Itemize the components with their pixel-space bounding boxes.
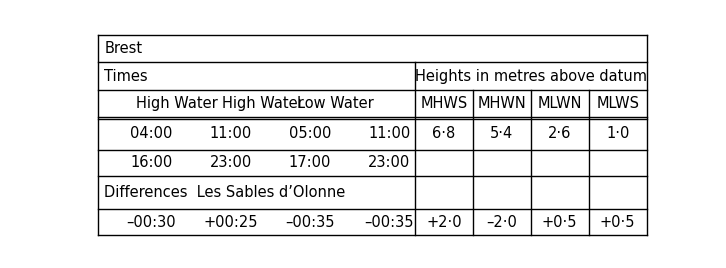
Text: 04:00: 04:00: [130, 126, 173, 141]
Text: –00:35: –00:35: [285, 215, 335, 230]
Text: 23:00: 23:00: [368, 155, 411, 170]
Text: High Water: High Water: [136, 96, 218, 111]
Text: –00:35: –00:35: [364, 215, 415, 230]
Text: –2·0: –2·0: [486, 215, 517, 230]
Text: 1·0: 1·0: [606, 126, 629, 141]
Text: Times: Times: [105, 69, 148, 84]
Text: 6·8: 6·8: [432, 126, 455, 141]
Text: –00:30: –00:30: [126, 215, 176, 230]
Text: 05:00: 05:00: [289, 126, 331, 141]
Text: High Water: High Water: [222, 96, 303, 111]
Text: Low Water: Low Water: [297, 96, 374, 111]
Text: MLWN: MLWN: [537, 96, 582, 111]
Text: 2·6: 2·6: [548, 126, 571, 141]
Text: 23:00: 23:00: [210, 155, 252, 170]
Text: Brest: Brest: [105, 41, 142, 56]
Text: 11:00: 11:00: [368, 126, 411, 141]
Text: +0·5: +0·5: [542, 215, 577, 230]
Text: +2·0: +2·0: [426, 215, 462, 230]
Text: +0·5: +0·5: [600, 215, 635, 230]
Text: Differences  Les Sables d’Olonne: Differences Les Sables d’Olonne: [105, 185, 346, 200]
Text: 16:00: 16:00: [131, 155, 173, 170]
Text: +00:25: +00:25: [203, 215, 258, 230]
Text: 11:00: 11:00: [210, 126, 252, 141]
Text: 5·4: 5·4: [490, 126, 513, 141]
Text: 17:00: 17:00: [289, 155, 331, 170]
Text: Heights in metres above datum: Heights in metres above datum: [415, 69, 647, 84]
Text: MHWS: MHWS: [420, 96, 468, 111]
Text: MHWN: MHWN: [478, 96, 526, 111]
Text: MLWS: MLWS: [596, 96, 639, 111]
